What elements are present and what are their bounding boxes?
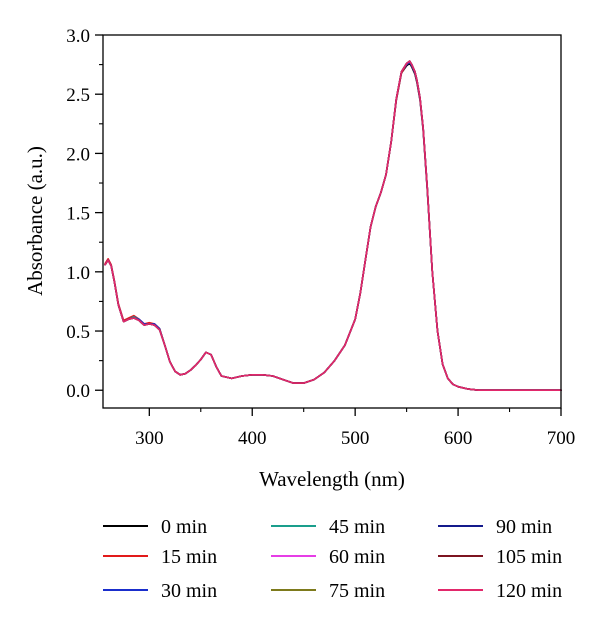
legend-label: 90 min bbox=[496, 516, 552, 538]
legend-item: 120 min bbox=[438, 580, 562, 602]
y-tick-label: 1.0 bbox=[66, 263, 90, 284]
legend-item: 45 min bbox=[271, 516, 385, 538]
legend-label: 105 min bbox=[496, 546, 562, 568]
x-tick-label: 400 bbox=[238, 428, 267, 449]
legend-item: 15 min bbox=[103, 546, 217, 568]
legend-label: 75 min bbox=[329, 580, 385, 602]
y-tick-label: 1.5 bbox=[66, 204, 90, 225]
legend-item: 90 min bbox=[438, 516, 552, 538]
legend-item: 30 min bbox=[103, 580, 217, 602]
y-axis-title: Absorbance (a.u.) bbox=[23, 146, 47, 296]
series-line-4 bbox=[104, 60, 562, 392]
y-tick-label: 2.0 bbox=[66, 144, 90, 165]
y-tick-label: 0.0 bbox=[66, 381, 90, 402]
series-line-7 bbox=[104, 60, 562, 392]
y-tick-label: 2.5 bbox=[66, 85, 90, 106]
x-axis-title: Wavelength (nm) bbox=[259, 467, 405, 491]
series-layer bbox=[104, 60, 562, 392]
x-tick-label: 500 bbox=[341, 428, 370, 449]
legend-label: 0 min bbox=[161, 516, 207, 538]
axes-layer bbox=[102, 34, 562, 409]
legend-item: 75 min bbox=[271, 580, 385, 602]
series-line-5 bbox=[104, 60, 562, 392]
legend-label: 15 min bbox=[161, 546, 217, 568]
series-line-1 bbox=[104, 62, 562, 392]
legend-item: 105 min bbox=[438, 546, 562, 568]
legend-label: 120 min bbox=[496, 580, 562, 602]
legend-label: 45 min bbox=[329, 516, 385, 538]
legend-label: 30 min bbox=[161, 580, 217, 602]
series-line-2 bbox=[104, 61, 562, 392]
series-line-9 bbox=[104, 60, 562, 392]
y-tick-label: 3.0 bbox=[66, 26, 90, 47]
ticks-layer: 300 400 500 600 700 0.0 0.5 1.0 1.5 2.0 2.5 3.0 bbox=[66, 26, 575, 449]
x-tick-label: 700 bbox=[547, 428, 576, 449]
legend: 0 min 15 min 30 min 45 min 60 min 75 min 90 mi… bbox=[103, 516, 562, 602]
x-tick-label: 300 bbox=[135, 428, 164, 449]
legend-label: 60 min bbox=[329, 546, 385, 568]
legend-item: 0 min bbox=[103, 516, 207, 538]
plot-frame bbox=[102, 34, 562, 409]
y-tick-label: 0.5 bbox=[66, 322, 90, 343]
series-line-3 bbox=[104, 61, 562, 392]
x-tick-label: 600 bbox=[444, 428, 473, 449]
legend-item: 60 min bbox=[271, 546, 385, 568]
series-line-8 bbox=[104, 60, 562, 392]
series-line-6 bbox=[104, 60, 562, 392]
